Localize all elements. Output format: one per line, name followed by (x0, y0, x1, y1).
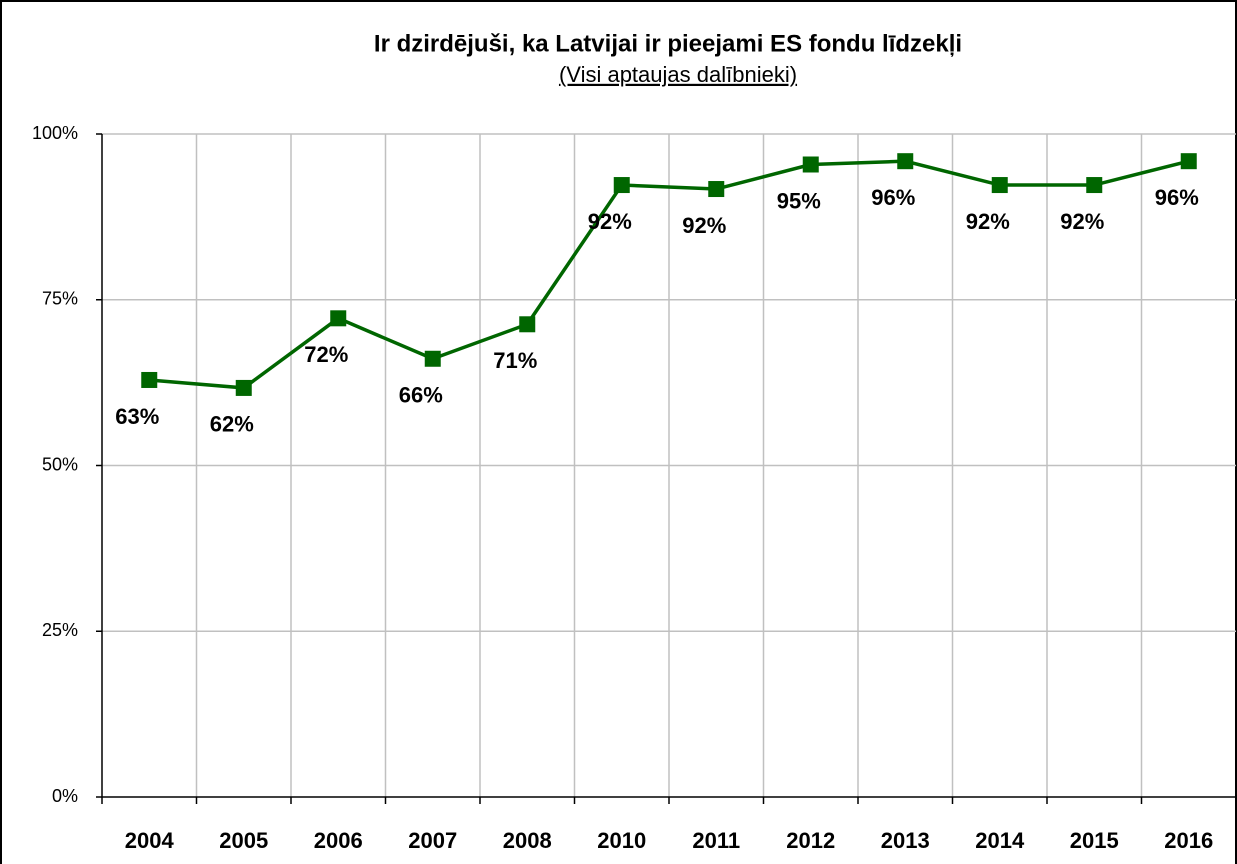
data-label: 71% (493, 348, 537, 373)
x-tick-label: 2016 (1164, 828, 1213, 853)
point-marker (708, 181, 725, 198)
data-label: 92% (966, 209, 1010, 234)
data-label: 92% (682, 213, 726, 238)
data-label: 63% (115, 404, 159, 429)
data-label: 96% (871, 185, 915, 210)
data-label: 92% (588, 209, 632, 234)
point-marker (802, 156, 819, 173)
x-tick-label: 2008 (503, 828, 552, 853)
y-tick-label: 25% (42, 620, 78, 640)
x-tick-label: 2007 (408, 828, 457, 853)
point-marker (424, 350, 441, 367)
point-marker (1180, 153, 1197, 170)
x-tick-label: 2014 (975, 828, 1025, 853)
chart-subtitle: (Visi aptaujas dalībnieki) (559, 62, 797, 87)
x-tick-label: 2005 (219, 828, 268, 853)
x-tick-label: 2015 (1070, 828, 1119, 853)
point-marker (519, 316, 536, 333)
data-label: 95% (777, 188, 821, 213)
x-tick-label: 2006 (314, 828, 363, 853)
x-tick-label: 2004 (125, 828, 175, 853)
x-tick-label: 2011 (692, 828, 740, 853)
chart-title: Ir dzirdējuši, ka Latvijai ir pieejami E… (374, 30, 962, 57)
x-tick-label: 2010 (597, 828, 646, 853)
x-tick-label: 2012 (786, 828, 835, 853)
data-label: 72% (304, 342, 348, 367)
y-tick-label: 75% (42, 289, 78, 309)
data-label: 92% (1060, 209, 1104, 234)
y-tick-label: 100% (32, 123, 78, 143)
series-line (149, 159, 1190, 390)
point-marker (613, 177, 630, 194)
point-marker (235, 379, 252, 396)
point-marker (141, 371, 158, 388)
y-tick-label: 50% (42, 454, 78, 474)
y-tick-label: 0% (52, 786, 78, 806)
data-label: 62% (210, 412, 254, 437)
point-marker (897, 153, 914, 170)
point-marker (991, 177, 1008, 194)
data-label: 66% (399, 383, 443, 408)
point-marker (1086, 177, 1103, 194)
x-tick-label: 2013 (881, 828, 930, 853)
data-label: 96% (1155, 185, 1199, 210)
point-marker (330, 310, 347, 327)
